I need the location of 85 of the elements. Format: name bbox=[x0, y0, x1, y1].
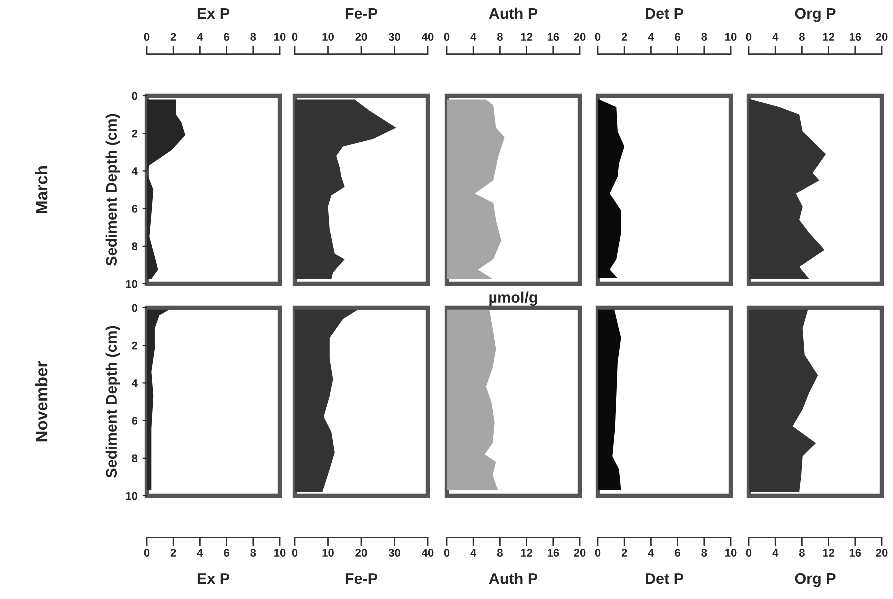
x-tick-label: 20 bbox=[574, 33, 586, 42]
x-tick-label: 0 bbox=[444, 33, 450, 42]
x-tick-label: 12 bbox=[823, 33, 835, 41]
x-tick-label: 0 bbox=[444, 549, 450, 557]
x-tick-label: 30 bbox=[388, 549, 400, 557]
x-tick-label: 0 bbox=[595, 549, 601, 557]
x-tick-label: 40 bbox=[422, 33, 434, 42]
x-tick-label: 16 bbox=[850, 33, 862, 42]
x-tick-label: 12 bbox=[521, 33, 533, 41]
x-tick-label: 2 bbox=[622, 33, 628, 41]
x-tick-label: 0 bbox=[144, 549, 150, 557]
x-tick-label: 10 bbox=[726, 549, 737, 557]
x-tick-label: 4 bbox=[197, 33, 204, 41]
x-tick-label: 8 bbox=[799, 549, 805, 557]
x-tick-label: 0 bbox=[292, 549, 298, 557]
x-tick-label: 4 bbox=[197, 549, 204, 557]
x-tick-label: 10 bbox=[322, 549, 334, 557]
text: March bbox=[35, 166, 48, 214]
x-tick-label: 12 bbox=[521, 549, 533, 557]
x-tick-label: 4 bbox=[470, 33, 477, 41]
y-tick-label: 2 bbox=[132, 130, 138, 138]
x-tick-label: 0 bbox=[746, 549, 752, 557]
x-tick-label: 16 bbox=[850, 549, 862, 557]
x-tick-label: 8 bbox=[497, 549, 503, 557]
x-tick-label: 8 bbox=[250, 33, 256, 42]
x-tick-label: 20 bbox=[356, 33, 368, 42]
x-tick-label: 30 bbox=[388, 33, 400, 42]
y-tick-label: 6 bbox=[132, 417, 138, 425]
x-tick-label: 0 bbox=[595, 33, 601, 42]
x-tick-label: 0 bbox=[144, 33, 150, 42]
x-tick-label: 4 bbox=[470, 549, 477, 557]
chart-title: Fe-P bbox=[346, 8, 378, 20]
x-tick-label: 12 bbox=[823, 549, 835, 557]
y-tick-label: 2 bbox=[132, 342, 138, 350]
x-tick-label: 2 bbox=[622, 549, 628, 557]
chart-title: Org P bbox=[795, 8, 836, 22]
x-tick-label: 0 bbox=[292, 33, 298, 42]
x-tick-label: 20 bbox=[876, 33, 888, 42]
chart-title: Auth P bbox=[489, 8, 538, 20]
x-tick-label: 6 bbox=[224, 33, 230, 42]
text: µmol/g bbox=[490, 292, 538, 306]
x-tick-label: 10 bbox=[274, 33, 286, 42]
y-tick-label: 8 bbox=[132, 454, 138, 463]
x-axis-title: Ex P bbox=[198, 574, 230, 584]
x-tick-label: 20 bbox=[574, 549, 586, 557]
x-tick-label: 40 bbox=[422, 549, 434, 557]
x-axis-title: Det P bbox=[646, 574, 684, 584]
y-axis-title: Sediment Depth (cm) bbox=[106, 114, 120, 266]
x-tick-label: 4 bbox=[648, 33, 654, 41]
y-tick-label: 8 bbox=[132, 242, 138, 251]
x-tick-label: 20 bbox=[876, 549, 888, 557]
y-tick-label: 4 bbox=[132, 168, 138, 176]
x-tick-label: 6 bbox=[675, 33, 680, 42]
x-tick-label: 2 bbox=[170, 33, 176, 41]
y-tick-label: 10 bbox=[126, 280, 138, 288]
x-axis-title: Auth P bbox=[489, 573, 538, 584]
x-tick-label: 16 bbox=[548, 33, 560, 42]
x-tick-label: 4 bbox=[648, 549, 654, 557]
x-tick-label: 10 bbox=[322, 33, 334, 42]
y-tick-label: 0 bbox=[132, 92, 138, 100]
x-axis-title: Fe-P bbox=[346, 574, 378, 584]
x-tick-label: 2 bbox=[170, 549, 176, 557]
x-tick-label: 6 bbox=[224, 549, 230, 557]
chart-title: Ex P bbox=[198, 8, 230, 19]
x-tick-label: 0 bbox=[746, 33, 752, 42]
x-tick-label: 8 bbox=[702, 549, 708, 557]
x-axis-title: Org P bbox=[795, 573, 836, 588]
x-tick-label: 20 bbox=[356, 549, 368, 557]
text: November bbox=[35, 361, 48, 442]
x-tick-label: 4 bbox=[772, 33, 779, 41]
x-tick-label: 8 bbox=[702, 33, 708, 42]
y-tick-label: 4 bbox=[132, 380, 138, 388]
x-tick-label: 8 bbox=[497, 33, 503, 42]
y-tick-label: 10 bbox=[126, 492, 138, 500]
x-tick-label: 8 bbox=[799, 33, 805, 42]
x-tick-label: 6 bbox=[675, 549, 680, 557]
y-tick-label: 0 bbox=[132, 304, 138, 312]
x-tick-label: 10 bbox=[274, 549, 286, 557]
y-tick-label: 6 bbox=[132, 205, 138, 213]
x-tick-label: 10 bbox=[726, 33, 737, 42]
x-tick-label: 4 bbox=[772, 549, 779, 557]
chart-title: Det P bbox=[646, 8, 684, 20]
x-tick-label: 16 bbox=[548, 549, 560, 557]
y-axis-title: Sediment Depth (cm) bbox=[106, 326, 120, 478]
x-tick-label: 8 bbox=[250, 549, 256, 557]
